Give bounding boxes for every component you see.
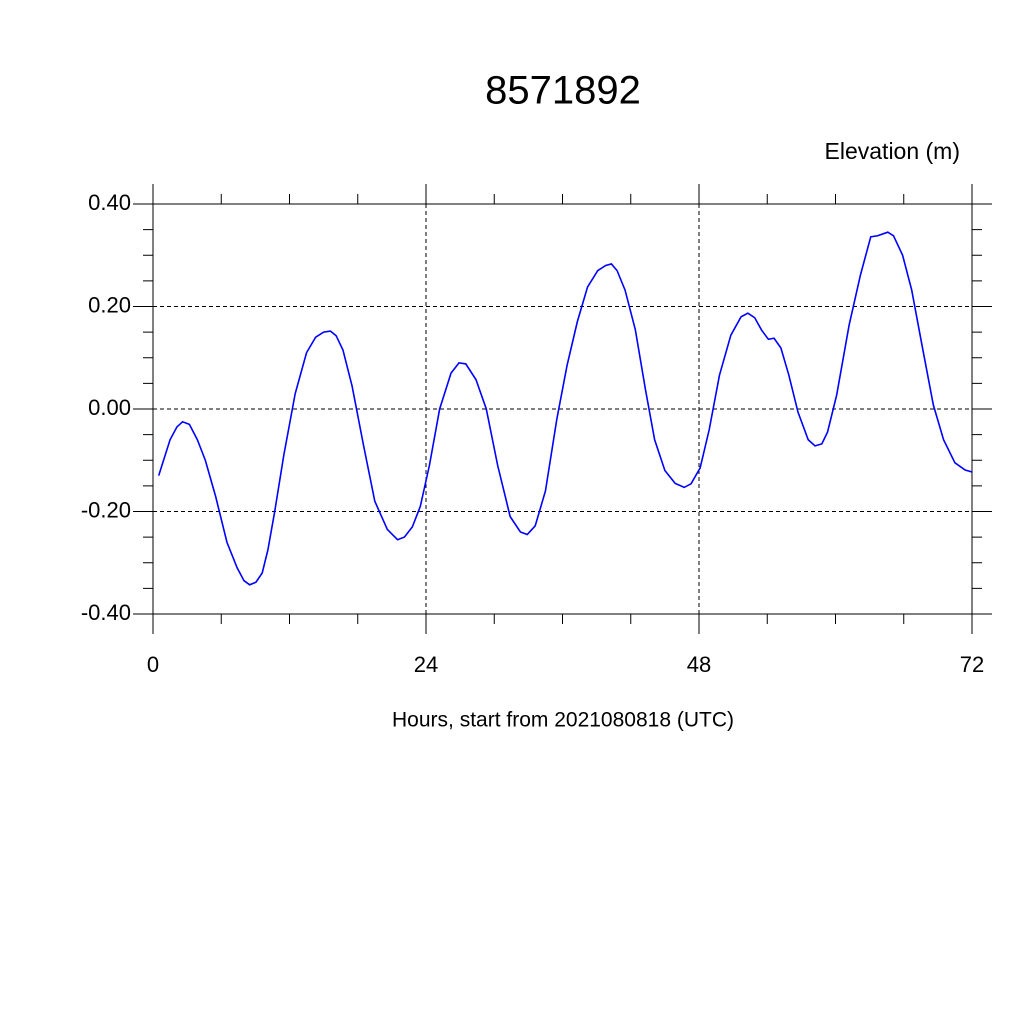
chart-title: 8571892 bbox=[485, 69, 641, 113]
x-tick-label: 24 bbox=[414, 652, 438, 677]
x-axis-label: Hours, start from 2021080818 (UTC) bbox=[392, 709, 734, 732]
y-tick-label: 0.40 bbox=[88, 190, 131, 215]
y-tick-label: 0.20 bbox=[88, 292, 131, 317]
x-tick-label: 48 bbox=[687, 652, 711, 677]
chart-subtitle: Elevation (m) bbox=[825, 138, 960, 164]
y-tick-label: -0.20 bbox=[81, 497, 131, 522]
y-tick-label: 0.00 bbox=[88, 395, 131, 420]
x-tick-label: 0 bbox=[147, 652, 159, 677]
plot-frame bbox=[152, 203, 973, 615]
x-tick-label: 72 bbox=[960, 652, 984, 677]
data-line bbox=[157, 231, 973, 586]
y-tick-label: -0.40 bbox=[81, 600, 131, 625]
